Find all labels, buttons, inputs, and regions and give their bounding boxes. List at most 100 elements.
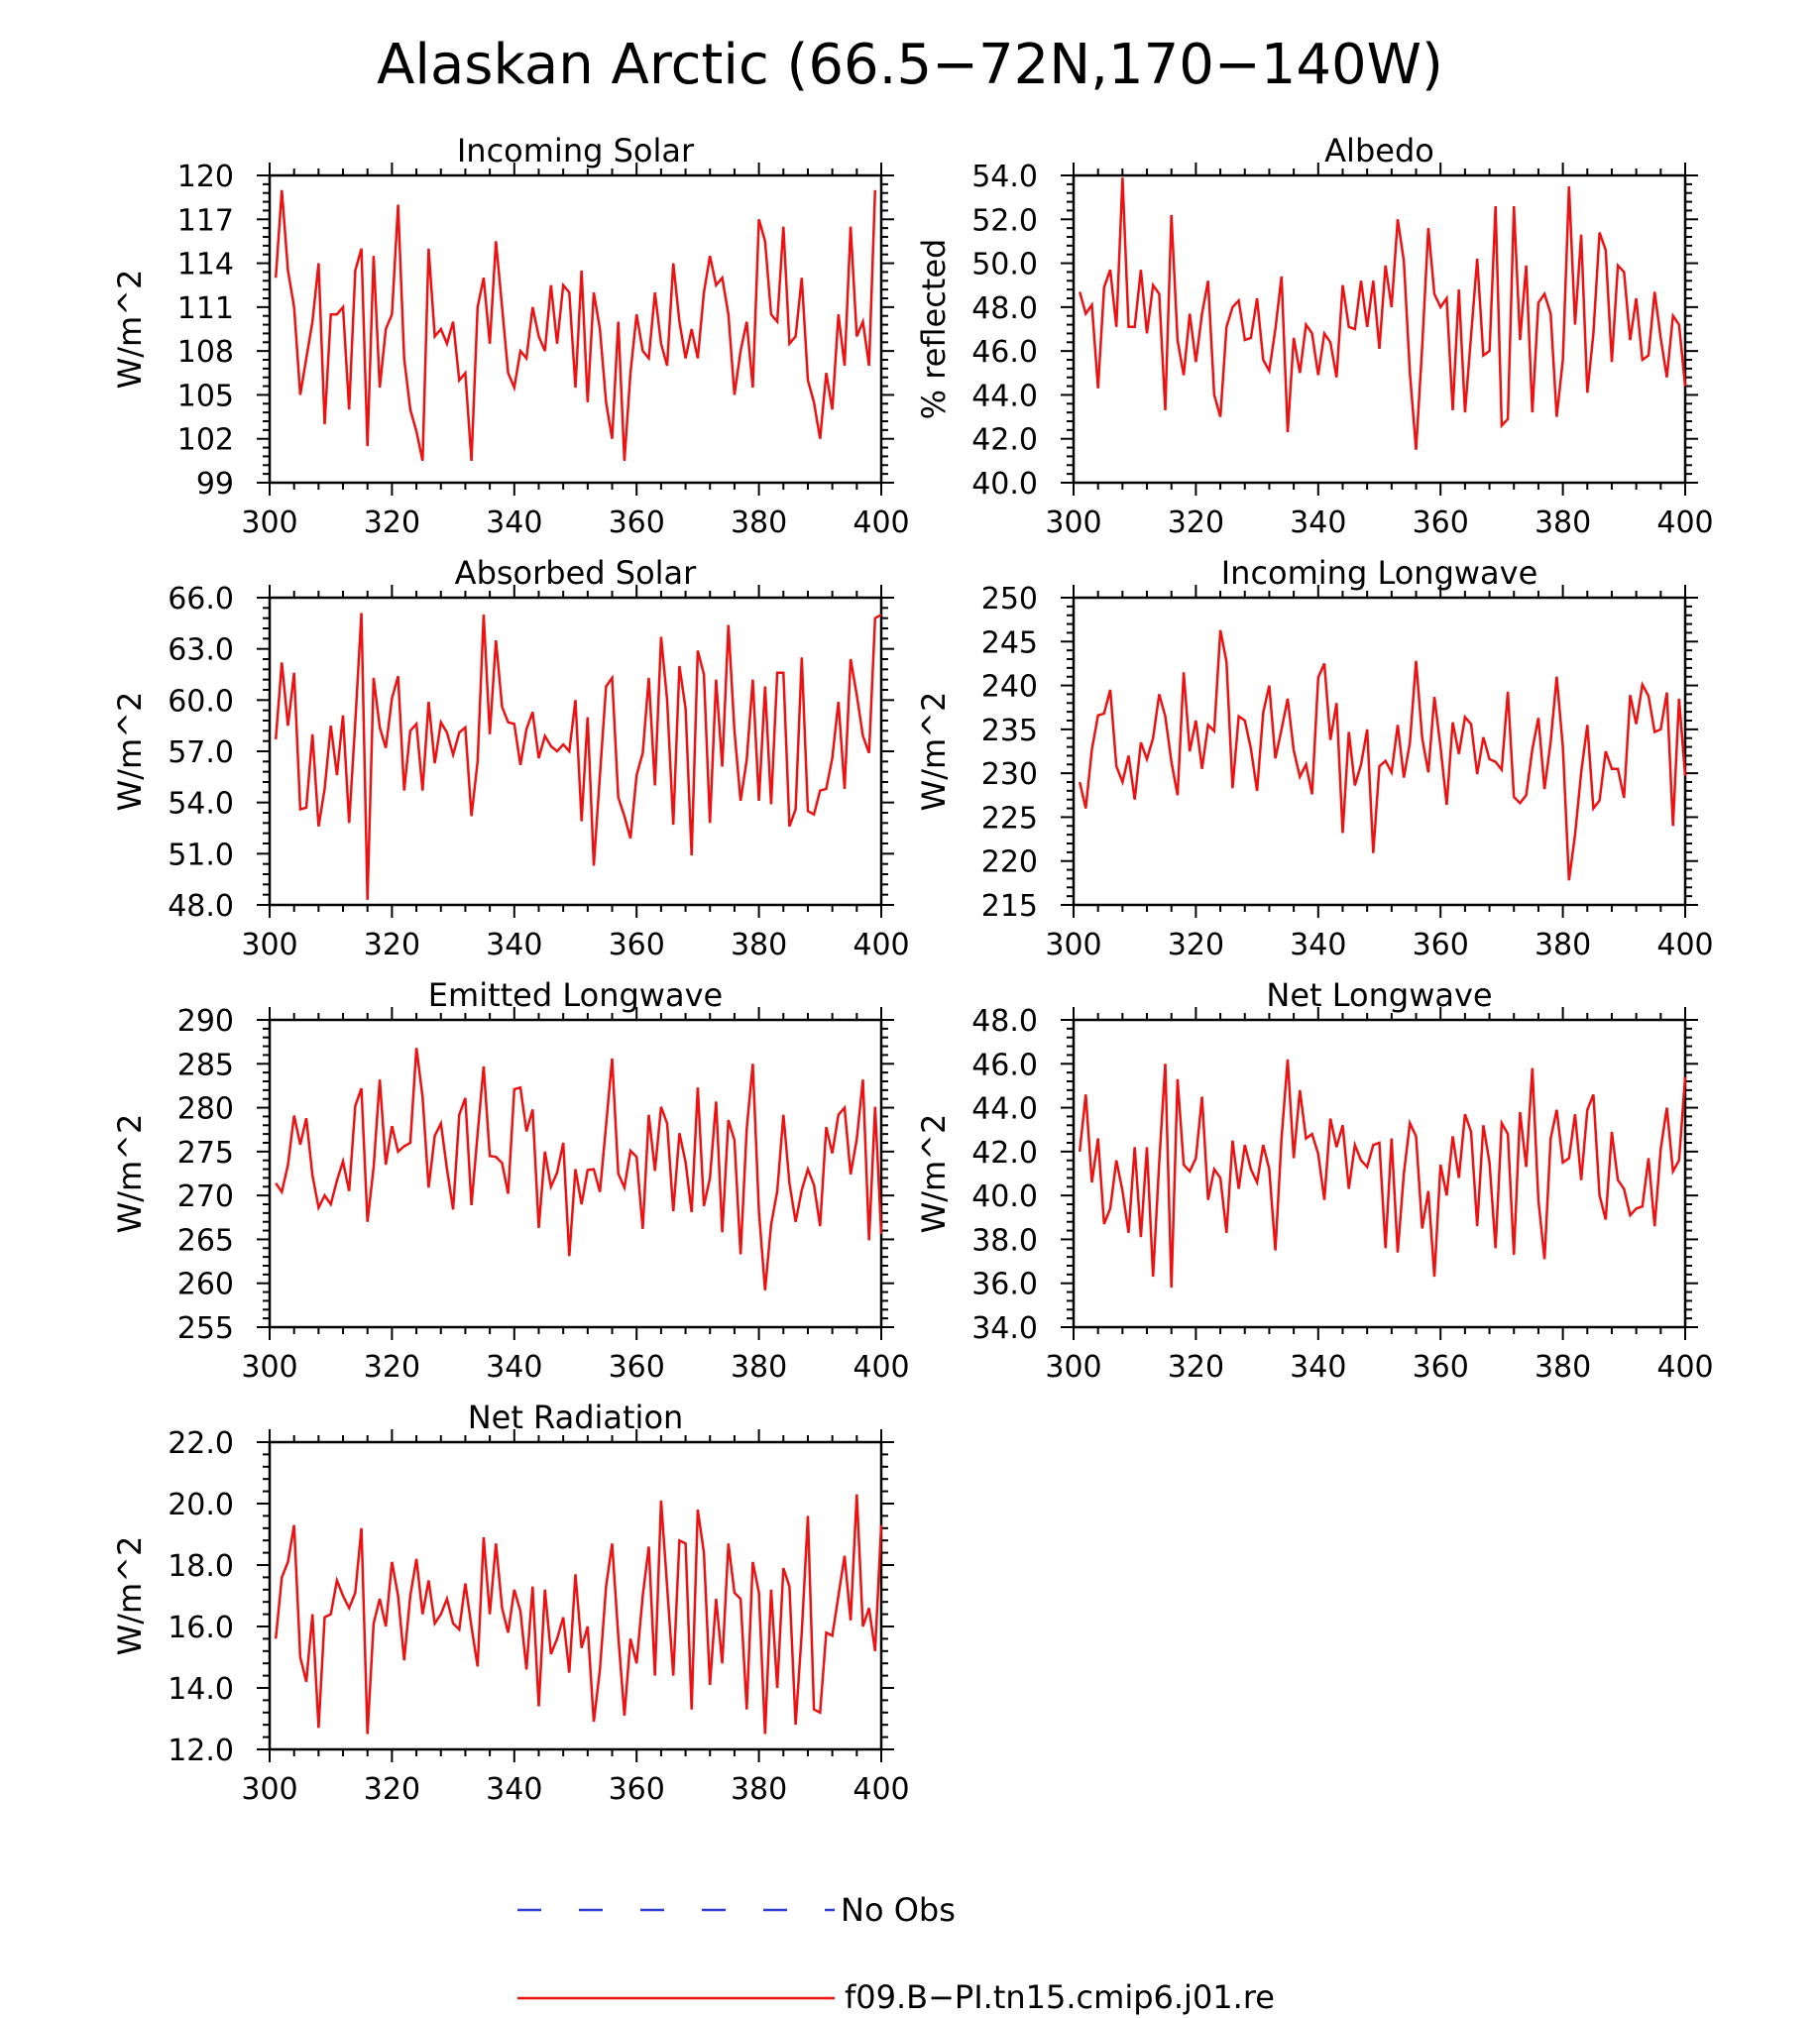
net-radiation-xtick-label: 360 — [609, 1772, 665, 1807]
panel-net-longwave: 300 320 340 360 380 400 34.0 36.0 38.0 40.0 42.0 44… — [915, 976, 1714, 1385]
panel-absorbed-solar: 300 320 340 360 380 400 48.0 51.0 54.0 57.0 60.0 63… — [111, 554, 910, 962]
net-longwave-xtick-label: 300 — [1045, 1350, 1101, 1385]
net-radiation-xtick-label: 320 — [364, 1772, 420, 1807]
absorbed-solar-series-line — [274, 613, 882, 900]
absorbed-solar-ylabel: W/m^2 — [111, 692, 149, 812]
absorbed-solar-ytick-label: 57.0 — [168, 735, 234, 770]
incoming-longwave-xtick-label: 300 — [1045, 928, 1101, 962]
net-radiation-ytick-label: 12.0 — [168, 1734, 234, 1768]
emitted-longwave-frame — [268, 1018, 883, 1329]
albedo-ytick-label: 46.0 — [971, 335, 1038, 370]
albedo-series-line — [1078, 177, 1687, 450]
incoming-longwave-ytick-label: 225 — [981, 801, 1038, 836]
panel-albedo: 300 320 340 360 380 400 40.0 42.0 44.0 46.0 48.0 50… — [915, 132, 1714, 540]
incoming-solar-ytick-label: 117 — [177, 203, 234, 238]
incoming-longwave-ytick-label: 240 — [981, 670, 1038, 705]
emitted-longwave-ytick-label: 270 — [177, 1179, 234, 1214]
absorbed-solar-xtick-label: 400 — [853, 928, 909, 962]
absorbed-solar-title: Absorbed Solar — [455, 554, 697, 592]
net-longwave-xtick-label: 360 — [1413, 1350, 1469, 1385]
emitted-longwave-ytick-label: 280 — [177, 1092, 234, 1127]
incoming-longwave-ytick-label: 245 — [981, 625, 1038, 660]
emitted-longwave-ylabel: W/m^2 — [111, 1114, 149, 1234]
incoming-longwave-series-line — [1078, 629, 1687, 881]
albedo-frame — [1072, 173, 1687, 485]
net-longwave-series-line — [1078, 1059, 1687, 1289]
net-radiation-ytick-label: 18.0 — [168, 1549, 234, 1584]
incoming-solar-ytick-label: 102 — [177, 423, 234, 458]
incoming-solar-xtick-label: 360 — [609, 505, 665, 540]
incoming-longwave-ytick-label: 235 — [981, 714, 1038, 748]
net-longwave-ytick-label: 40.0 — [971, 1179, 1038, 1214]
albedo-ytick-label: 42.0 — [971, 423, 1038, 458]
net-radiation-xtick-label: 300 — [241, 1772, 297, 1807]
panels: 300 320 340 360 380 400 99 102 105 108 111 114 117 12… — [111, 132, 1714, 1807]
incoming-longwave-xtick-label: 380 — [1535, 928, 1591, 962]
net-radiation-ytick-label: 16.0 — [168, 1611, 234, 1645]
incoming-longwave-ytick-label: 220 — [981, 845, 1038, 880]
incoming-longwave-ytick-label: 230 — [981, 757, 1038, 792]
emitted-longwave-title: Emitted Longwave — [428, 976, 723, 1014]
incoming-longwave-ytick-label: 215 — [981, 889, 1038, 924]
panel-emitted-longwave: 300 320 340 360 380 400 255 260 265 270 275 280 285 2… — [111, 976, 910, 1385]
incoming-longwave-xtick-label: 400 — [1656, 928, 1713, 962]
emitted-longwave-xtick-label: 340 — [486, 1350, 542, 1385]
albedo-ytick-label: 54.0 — [971, 160, 1038, 194]
absorbed-solar-ytick-label: 54.0 — [168, 787, 234, 822]
incoming-longwave-title: Incoming Longwave — [1221, 554, 1538, 592]
legend: No Obs f09.B−PI.tn15.cmip6.j01.re — [517, 1891, 1275, 2016]
albedo-title: Albedo — [1324, 132, 1434, 169]
incoming-solar-ytick-label: 111 — [177, 291, 234, 326]
albedo-ylabel: % reflected — [915, 239, 953, 420]
absorbed-solar-xtick-label: 300 — [241, 928, 297, 962]
incoming-solar-xtick-label: 320 — [364, 505, 420, 540]
incoming-longwave-ylabel: W/m^2 — [915, 692, 953, 812]
albedo-ytick-label: 52.0 — [971, 203, 1038, 238]
emitted-longwave-ytick-label: 275 — [177, 1136, 234, 1171]
emitted-longwave-ytick-label: 260 — [177, 1268, 234, 1302]
net-longwave-ytick-label: 44.0 — [971, 1092, 1038, 1127]
net-longwave-xtick-label: 400 — [1656, 1350, 1713, 1385]
albedo-ytick-label: 44.0 — [971, 379, 1038, 413]
panel-net-radiation: 300 320 340 360 380 400 12.0 14.0 16.0 18.0 20.0 22… — [111, 1399, 910, 1807]
legend-label-no-obs: No Obs — [841, 1891, 956, 1929]
net-radiation-ytick-label: 20.0 — [168, 1488, 234, 1522]
albedo-xtick-label: 380 — [1535, 505, 1591, 540]
net-longwave-frame — [1072, 1018, 1687, 1329]
net-longwave-xtick-label: 320 — [1168, 1350, 1224, 1385]
net-longwave-xtick-label: 340 — [1290, 1350, 1346, 1385]
net-radiation-ytick-label: 22.0 — [168, 1426, 234, 1461]
albedo-xtick-label: 400 — [1656, 505, 1713, 540]
albedo-xtick-label: 340 — [1290, 505, 1346, 540]
net-radiation-xtick-label: 380 — [731, 1772, 787, 1807]
incoming-solar-frame — [268, 173, 883, 485]
incoming-solar-ytick-label: 108 — [177, 335, 234, 370]
incoming-solar-ylabel: W/m^2 — [111, 270, 149, 390]
net-longwave-ytick-label: 46.0 — [971, 1048, 1038, 1082]
net-radiation-title: Net Radiation — [468, 1399, 684, 1436]
incoming-solar-ytick-label: 114 — [177, 248, 234, 282]
net-radiation-series-line — [274, 1494, 883, 1735]
incoming-solar-ytick-label: 99 — [196, 467, 234, 502]
net-radiation-xtick-label: 340 — [486, 1772, 542, 1807]
albedo-xtick-label: 300 — [1045, 505, 1101, 540]
net-radiation-xtick-label: 400 — [853, 1772, 909, 1807]
absorbed-solar-ytick-label: 66.0 — [168, 582, 234, 617]
emitted-longwave-xtick-label: 380 — [731, 1350, 787, 1385]
absorbed-solar-xtick-label: 380 — [731, 928, 787, 962]
absorbed-solar-xtick-label: 320 — [364, 928, 420, 962]
incoming-solar-title: Incoming Solar — [457, 132, 695, 169]
net-radiation-frame — [268, 1440, 883, 1751]
net-longwave-ytick-label: 36.0 — [971, 1268, 1038, 1302]
incoming-solar-ytick-label: 105 — [177, 379, 234, 413]
net-longwave-ylabel: W/m^2 — [915, 1114, 953, 1234]
figure-title: Alaskan Arctic (66.5−72N,170−140W) — [377, 33, 1443, 97]
net-longwave-ytick-label: 48.0 — [971, 1004, 1038, 1039]
absorbed-solar-xtick-label: 340 — [486, 928, 542, 962]
net-radiation-ytick-label: 14.0 — [168, 1672, 234, 1707]
incoming-longwave-xtick-label: 360 — [1413, 928, 1469, 962]
absorbed-solar-xtick-label: 360 — [609, 928, 665, 962]
emitted-longwave-xtick-label: 320 — [364, 1350, 420, 1385]
albedo-ytick-label: 40.0 — [971, 467, 1038, 502]
